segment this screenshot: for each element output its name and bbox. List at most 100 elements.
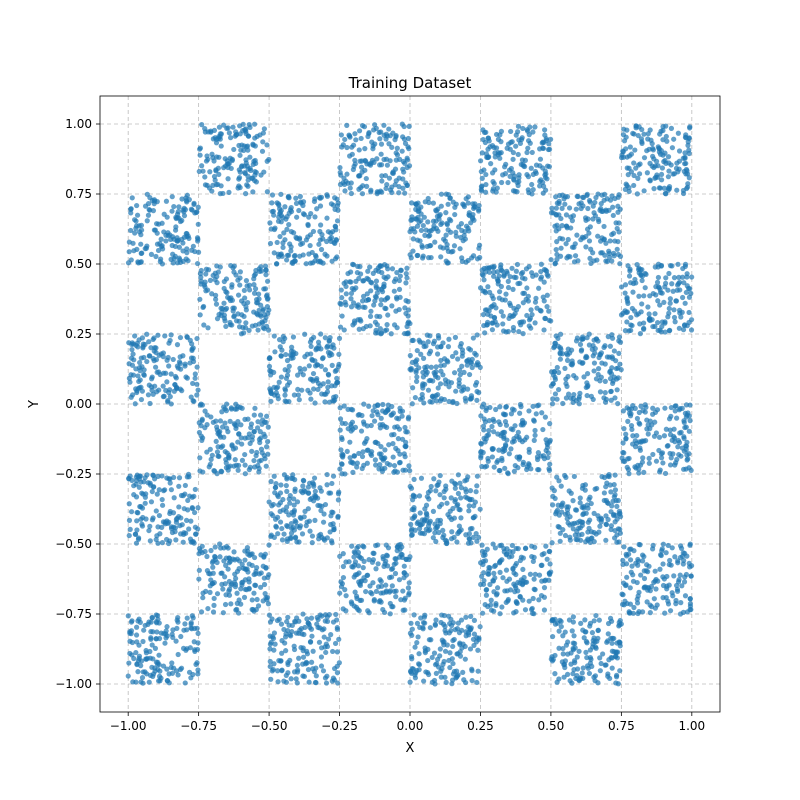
data-point [416,337,422,343]
data-point [308,211,314,217]
data-point [659,177,665,183]
data-point [396,426,403,432]
data-point [129,346,135,353]
data-point [221,312,228,318]
data-point [508,128,514,135]
data-point [469,255,475,261]
data-point [544,176,550,182]
data-point [478,448,484,455]
data-point [578,347,585,353]
data-point [147,400,153,407]
data-point [651,596,657,602]
data-point [316,532,322,539]
data-point [194,381,200,387]
data-point [300,252,306,258]
data-point [444,358,450,364]
data-point [622,282,629,288]
data-point [228,262,234,269]
data-point [662,329,668,335]
data-point [542,414,548,420]
data-point [138,250,144,256]
data-point [603,513,609,519]
data-point [208,456,214,462]
data-point [457,641,463,647]
data-point [245,177,251,183]
data-point [132,401,138,407]
data-point [356,450,362,457]
data-point [234,590,240,596]
data-point [450,643,456,650]
data-point [134,202,140,209]
data-point [268,478,274,485]
data-point [606,657,612,663]
data-point [188,206,194,212]
data-point [375,412,381,418]
data-point [169,242,175,249]
data-point [458,495,464,501]
data-point [156,352,162,358]
data-point [409,401,415,407]
data-point [615,365,621,371]
data-point [681,579,688,585]
data-point [532,320,538,326]
data-point [213,438,219,444]
data-point [687,286,693,292]
data-point [379,178,385,184]
data-point [495,281,501,287]
data-point [480,311,487,318]
data-point [513,143,519,149]
data-point [404,275,410,281]
data-point [663,550,669,556]
data-point [562,472,568,479]
data-point [276,379,282,385]
data-point [223,323,229,330]
data-point [566,391,572,397]
data-point [426,637,432,643]
data-point [267,240,274,247]
data-point [278,621,285,627]
data-point [452,627,458,633]
data-point [610,212,616,219]
data-point [433,373,439,380]
data-point [457,246,463,252]
data-point [653,284,659,290]
data-point [661,576,667,582]
data-point [466,508,472,514]
data-point [234,568,241,575]
data-point [205,325,211,331]
data-point [450,620,456,626]
data-point [661,159,667,165]
data-point [284,257,290,263]
data-point [446,336,452,342]
data-point [423,502,430,508]
data-point [282,640,288,646]
data-point [412,513,418,519]
data-point [581,374,587,380]
data-point [610,380,616,386]
data-point [271,534,277,540]
data-point [641,293,647,299]
data-point [134,212,141,218]
data-point [412,394,418,401]
data-point [400,185,406,191]
data-point [393,588,399,594]
data-point [453,675,459,681]
data-point [551,488,557,494]
data-point [453,229,459,235]
data-point [352,589,358,595]
data-point [407,252,413,258]
data-point [176,204,182,210]
data-point [637,331,643,337]
data-point [365,608,371,614]
data-point [590,641,596,647]
data-point [675,444,681,450]
data-point [634,432,640,439]
data-point [360,293,367,299]
data-point [264,413,270,419]
data-point [294,662,300,668]
data-point [322,612,329,618]
data-point [442,674,448,680]
data-point [678,600,684,606]
data-point [225,164,231,171]
data-point [491,563,498,569]
